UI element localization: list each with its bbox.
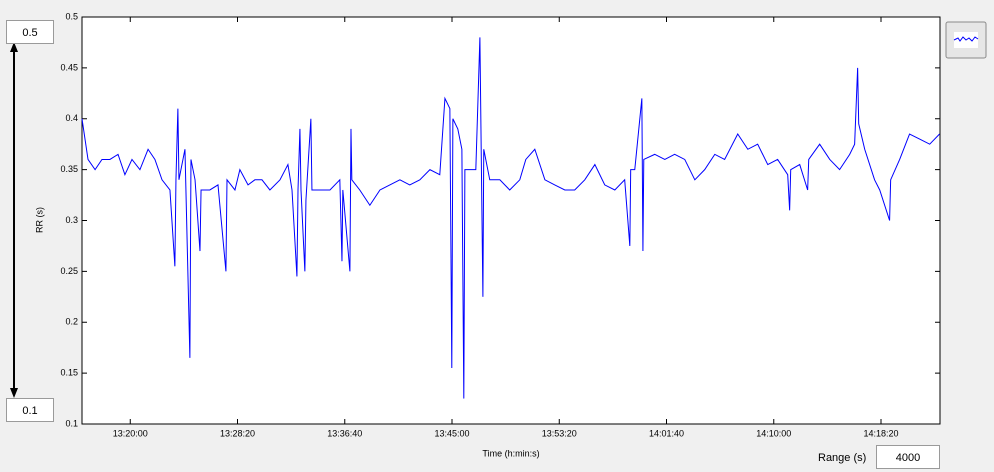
y-tick-label: 0.4: [65, 113, 78, 123]
y-tick-label: 0.5: [65, 11, 78, 21]
arrow-head: [10, 388, 18, 398]
x-tick-label: 14:10:00: [756, 428, 791, 438]
y-tick-label: 0.45: [60, 62, 78, 72]
x-tick-label: 14:18:20: [863, 428, 898, 438]
x-tick-label: 13:20:00: [113, 428, 148, 438]
x-tick-label: 13:45:00: [434, 428, 469, 438]
range-input[interactable]: 4000: [876, 445, 940, 469]
range-label: Range (s): [818, 452, 867, 464]
y-min-input[interactable]: 0.1: [6, 398, 54, 422]
x-tick-label: 13:36:40: [327, 428, 362, 438]
y-tick-label: 0.2: [65, 317, 78, 327]
y-axis-label: RR (s): [34, 207, 44, 233]
x-tick-label: 13:28:20: [220, 428, 255, 438]
x-axis-label: Time (h:min:s): [482, 448, 539, 458]
y-tick-label: 0.3: [65, 215, 78, 225]
x-tick-label: 13:53:20: [542, 428, 577, 438]
y-tick-label: 0.15: [60, 368, 78, 378]
x-tick-label: 14:01:40: [649, 428, 684, 438]
y-max-input[interactable]: 0.5: [6, 20, 54, 44]
arrow-head: [10, 42, 18, 52]
plot-area: [81, 16, 941, 425]
y-tick-label: 0.35: [60, 164, 78, 174]
y-tick-label: 0.25: [60, 266, 78, 276]
rr-line: [81, 37, 940, 399]
y-tick-label: 0.1: [65, 418, 78, 428]
thumbnail-line: [953, 36, 979, 42]
